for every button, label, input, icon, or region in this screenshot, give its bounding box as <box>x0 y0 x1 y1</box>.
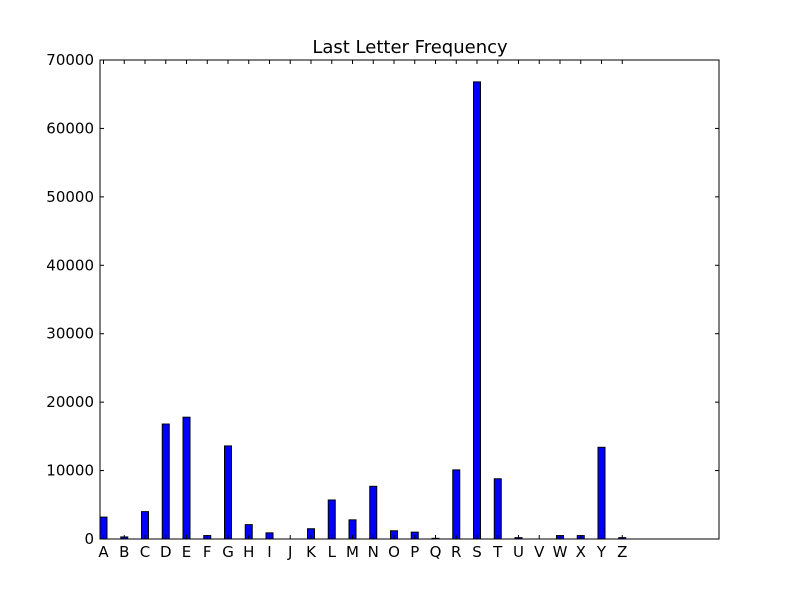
bars-group <box>99 81 627 540</box>
x-tick-label: B <box>119 543 129 561</box>
x-tick-label: M <box>346 543 359 561</box>
bar-n <box>369 485 378 540</box>
x-tick-label: S <box>472 543 482 561</box>
x-tick-label: H <box>243 543 254 561</box>
bar-l <box>327 499 336 540</box>
y-tick-label: 20000 <box>46 393 94 411</box>
bar-r <box>452 469 461 540</box>
x-tick-label: V <box>534 543 545 561</box>
x-tick-label: L <box>328 543 337 561</box>
chart-title: Last Letter Frequency <box>312 37 508 58</box>
y-tick-label: 30000 <box>46 325 94 343</box>
bar-t <box>493 478 502 540</box>
bar-e <box>182 416 191 540</box>
x-tick-label: U <box>513 543 524 561</box>
x-tick-label: J <box>287 543 292 561</box>
y-tick-label: 50000 <box>46 188 94 206</box>
x-tick-label: G <box>222 543 234 561</box>
bar-c <box>141 511 149 540</box>
x-tick-label: E <box>182 543 191 561</box>
y-tick-label: 10000 <box>46 462 94 480</box>
x-tick-label: W <box>553 543 568 561</box>
x-tick-label: K <box>306 543 317 561</box>
bar-s <box>473 81 481 540</box>
x-tick-label: Y <box>596 543 607 561</box>
y-tick-label: 70000 <box>46 51 94 69</box>
x-tick-label: X <box>576 543 586 561</box>
x-tick-label: N <box>368 543 379 561</box>
x-tick-label: Q <box>430 543 442 561</box>
y-axis-ticks: 0 10000 20000 30000 40000 50000 60000 70000 <box>46 51 719 548</box>
x-tick-label: I <box>267 543 271 561</box>
x-tick-label: R <box>451 543 461 561</box>
x-tick-label: C <box>140 543 150 561</box>
x-tick-label: O <box>388 543 400 561</box>
x-tick-label: P <box>410 543 419 561</box>
x-tick-label: Z <box>617 543 627 561</box>
bar-d <box>161 423 170 540</box>
x-tick-label: T <box>492 543 503 561</box>
x-tick-label: D <box>160 543 172 561</box>
y-tick-label: 0 <box>84 530 94 548</box>
x-tick-label: F <box>203 543 212 561</box>
bar-g <box>224 445 232 540</box>
x-tick-label: A <box>98 543 109 561</box>
y-tick-label: 40000 <box>46 256 94 274</box>
y-tick-label: 60000 <box>46 119 94 137</box>
bar-y <box>597 446 606 540</box>
plot-frame <box>99 59 720 540</box>
